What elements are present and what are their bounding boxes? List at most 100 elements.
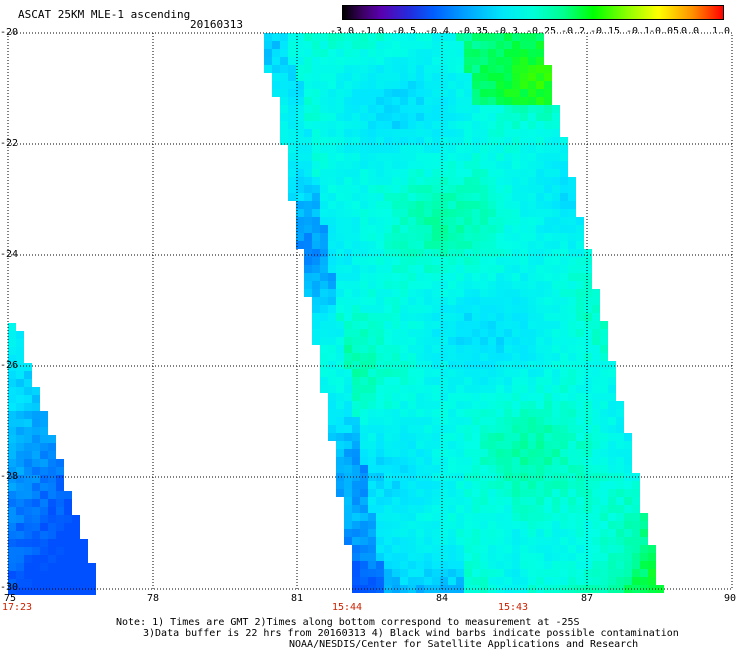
wind-cell: [464, 537, 472, 545]
wind-cell: [376, 465, 384, 473]
wind-cell: [352, 233, 360, 241]
wind-cell: [424, 273, 432, 281]
wind-cell: [376, 361, 384, 369]
wind-cell: [440, 497, 448, 505]
wind-cell: [496, 209, 504, 217]
wind-cell: [352, 161, 360, 169]
wind-cell: [512, 401, 520, 409]
wind-cell: [528, 289, 536, 297]
wind-cell: [424, 513, 432, 521]
wind-cell: [512, 233, 520, 241]
wind-cell: [624, 433, 632, 441]
wind-cell: [544, 201, 552, 209]
wind-cell: [424, 505, 432, 513]
wind-cell: [392, 225, 400, 233]
wind-cell: [344, 353, 352, 361]
wind-cell: [312, 81, 320, 89]
wind-cell: [560, 513, 568, 521]
wind-cell: [392, 241, 400, 249]
wind-cell: [608, 417, 616, 425]
wind-cell: [472, 289, 480, 297]
wind-cell: [376, 521, 384, 529]
wind-cell: [368, 193, 376, 201]
wind-cell: [488, 97, 496, 105]
wind-cell: [464, 201, 472, 209]
wind-cell: [328, 361, 336, 369]
wind-cell: [400, 369, 408, 377]
wind-cell: [584, 529, 592, 537]
wind-cell: [344, 361, 352, 369]
wind-cell: [616, 513, 624, 521]
wind-cell: [360, 465, 368, 473]
wind-cell: [328, 193, 336, 201]
wind-cell: [24, 507, 32, 515]
wind-cell: [464, 153, 472, 161]
wind-cell: [344, 497, 352, 505]
wind-cell: [520, 201, 528, 209]
colorbar-label: -0.2: [560, 26, 586, 37]
wind-cell: [464, 113, 472, 121]
wind-cell: [384, 393, 392, 401]
wind-cell: [408, 337, 416, 345]
wind-cell: [400, 401, 408, 409]
wind-cell: [280, 105, 288, 113]
wind-cell: [528, 473, 536, 481]
wind-cell: [544, 281, 552, 289]
wind-cell: [624, 561, 632, 569]
wind-cell: [400, 537, 408, 545]
wind-cell: [440, 41, 448, 49]
wind-cell: [304, 73, 312, 81]
wind-cell: [408, 241, 416, 249]
wind-cell: [352, 345, 360, 353]
wind-cell: [600, 577, 608, 585]
wind-cell: [448, 249, 456, 257]
wind-cell: [440, 505, 448, 513]
wind-cell: [488, 137, 496, 145]
wind-cell: [528, 65, 536, 73]
wind-cell: [504, 577, 512, 585]
wind-cell: [424, 313, 432, 321]
wind-cell: [368, 217, 376, 225]
wind-cell: [336, 337, 344, 345]
wind-cell: [408, 537, 416, 545]
wind-cell: [320, 257, 328, 265]
wind-cell: [624, 449, 632, 457]
wind-cell: [488, 457, 496, 465]
wind-cell: [432, 49, 440, 57]
wind-cell: [24, 435, 32, 443]
wind-cell: [656, 585, 664, 593]
wind-cell: [448, 89, 456, 97]
wind-cell: [528, 441, 536, 449]
wind-cell: [344, 449, 352, 457]
wind-cell: [536, 145, 544, 153]
wind-cell: [344, 257, 352, 265]
wind-cell: [432, 97, 440, 105]
wind-cell: [480, 505, 488, 513]
wind-cell: [528, 185, 536, 193]
wind-cell: [520, 577, 528, 585]
wind-cell: [400, 569, 408, 577]
wind-cell: [504, 41, 512, 49]
wind-cell: [456, 161, 464, 169]
wind-cell: [600, 561, 608, 569]
wind-cell: [608, 409, 616, 417]
wind-cell: [432, 489, 440, 497]
wind-cell: [400, 553, 408, 561]
wind-cell: [600, 345, 608, 353]
wind-cell: [576, 529, 584, 537]
wind-cell: [392, 233, 400, 241]
wind-cell: [56, 459, 64, 467]
wind-cell: [496, 393, 504, 401]
wind-cell: [400, 257, 408, 265]
wind-cell: [424, 417, 432, 425]
wind-cell: [568, 377, 576, 385]
wind-cell: [320, 273, 328, 281]
wind-cell: [512, 489, 520, 497]
wind-cell: [440, 89, 448, 97]
wind-cell: [408, 473, 416, 481]
wind-cell: [424, 89, 432, 97]
wind-cell: [600, 417, 608, 425]
wind-cell: [528, 105, 536, 113]
wind-cell: [328, 209, 336, 217]
wind-cell: [432, 545, 440, 553]
